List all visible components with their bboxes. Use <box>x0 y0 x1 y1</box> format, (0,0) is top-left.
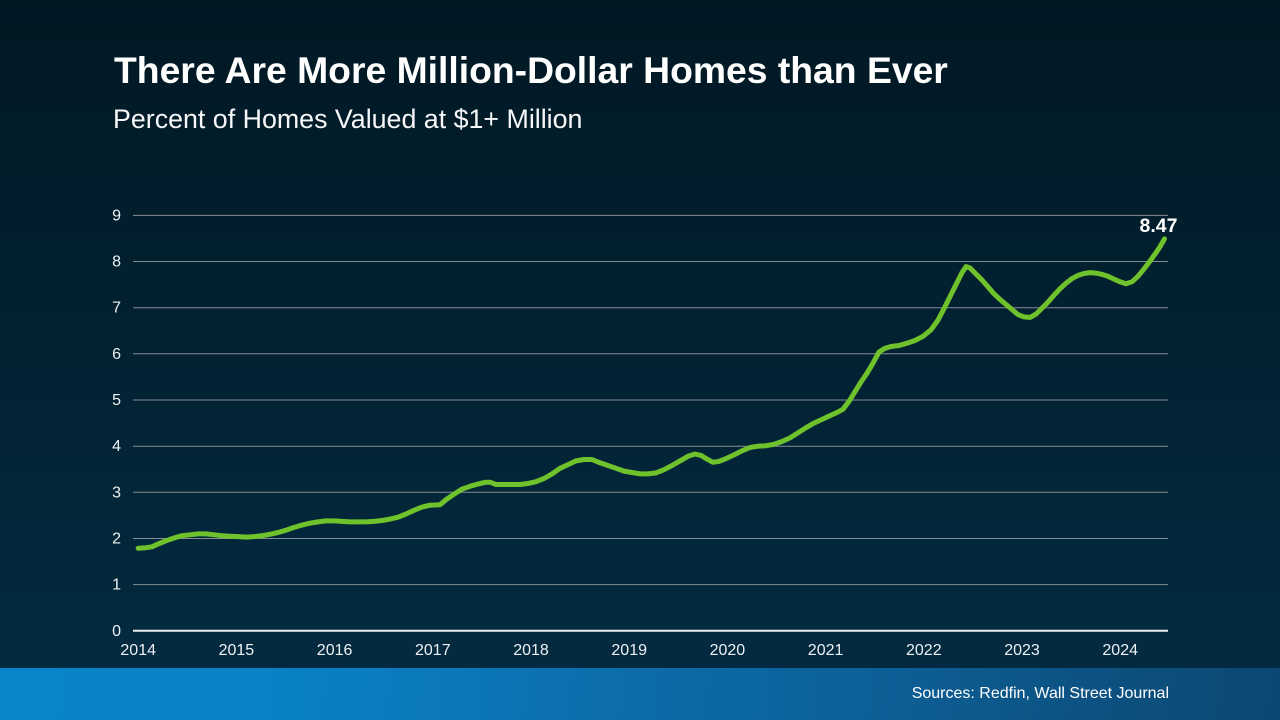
svg-text:7: 7 <box>112 300 121 317</box>
svg-text:2015: 2015 <box>219 642 255 659</box>
svg-text:2024: 2024 <box>1102 642 1138 659</box>
svg-text:9: 9 <box>112 207 121 224</box>
svg-text:2014: 2014 <box>120 642 156 659</box>
svg-text:8: 8 <box>112 254 121 271</box>
svg-text:2022: 2022 <box>906 642 942 659</box>
svg-text:2016: 2016 <box>317 642 353 659</box>
svg-text:0: 0 <box>112 623 121 640</box>
svg-text:3: 3 <box>112 484 121 501</box>
svg-text:5: 5 <box>112 392 121 409</box>
svg-text:2023: 2023 <box>1004 642 1040 659</box>
svg-text:6: 6 <box>112 346 121 363</box>
svg-text:4: 4 <box>112 438 121 455</box>
svg-text:2: 2 <box>112 531 121 548</box>
svg-text:2017: 2017 <box>415 642 451 659</box>
svg-text:2021: 2021 <box>808 642 844 659</box>
svg-text:8.47: 8.47 <box>1140 215 1178 237</box>
svg-text:1: 1 <box>112 577 121 594</box>
svg-text:2019: 2019 <box>611 642 647 659</box>
svg-text:2018: 2018 <box>513 642 549 659</box>
svg-text:2020: 2020 <box>710 642 746 659</box>
